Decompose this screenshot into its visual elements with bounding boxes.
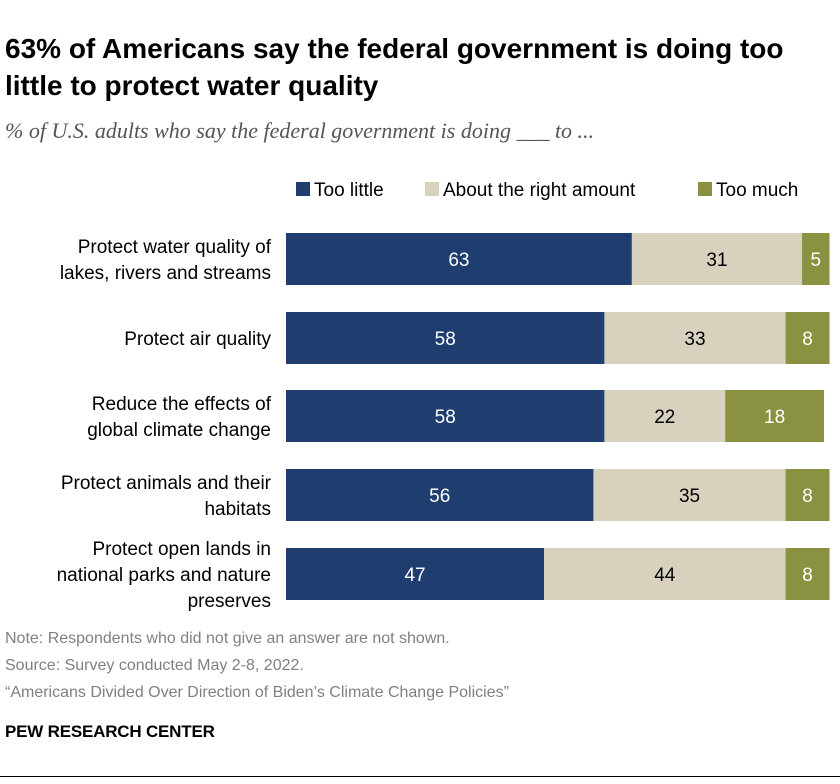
bar-segment	[604, 390, 726, 442]
bar-segment	[286, 390, 605, 442]
category-label: Protect air quality	[124, 329, 271, 350]
bar-segment	[286, 548, 545, 600]
data-label: 18	[764, 407, 785, 428]
data-label: 8	[802, 565, 813, 586]
category-label: Reduce the effects of	[92, 394, 272, 415]
data-label: 31	[706, 250, 727, 271]
legend-label: Too much	[716, 180, 798, 201]
bar-segment	[785, 312, 830, 364]
note-text: Note: Respondents who did not give an an…	[5, 630, 450, 647]
legend-label: Too little	[314, 180, 384, 201]
legend-swatch	[296, 182, 310, 196]
bar-segment	[631, 233, 803, 285]
category-label: national parks and nature	[57, 565, 271, 586]
stacked-bar-chart: Too little About the right amount Too much…	[57, 180, 830, 612]
bar-segment	[593, 469, 786, 521]
legend-swatch	[698, 182, 712, 196]
category-label: preserves	[188, 591, 271, 612]
data-label: 44	[654, 565, 676, 586]
pew-logo-text: PEW RESEARCH CENTER	[5, 722, 215, 741]
data-label: 5	[810, 250, 821, 271]
source-text: Source: Survey conducted May 2-8, 2022.	[5, 657, 304, 674]
data-label: 56	[429, 486, 450, 507]
data-label: 22	[654, 407, 675, 428]
data-label: 63	[448, 250, 469, 271]
data-label: 8	[802, 329, 813, 350]
category-label: Protect water quality of	[78, 237, 272, 258]
chart-subtitle: % of U.S. adults who say the federal gov…	[5, 118, 595, 143]
data-label: 47	[404, 565, 425, 586]
data-label: 33	[684, 329, 705, 350]
data-label: 8	[802, 486, 813, 507]
legend-swatch	[425, 182, 439, 196]
chart-title: 63% of Americans say the federal governm…	[5, 33, 784, 101]
data-label: 58	[435, 407, 456, 428]
bar-segment	[725, 390, 825, 442]
bar-segment	[544, 548, 786, 600]
bar-segment	[286, 469, 594, 521]
category-label: Protect animals and their	[61, 473, 272, 494]
bar-segment	[604, 312, 786, 364]
bar-segment	[785, 548, 830, 600]
legend-label: About the right amount	[443, 180, 636, 201]
bar-segment	[802, 233, 830, 285]
bar-segment	[785, 469, 830, 521]
category-label: habitats	[204, 499, 271, 520]
data-label: 35	[679, 486, 700, 507]
report-title: “Americans Divided Over Direction of Bid…	[5, 684, 509, 701]
bar-segment	[286, 312, 605, 364]
bottom-rule	[0, 776, 840, 777]
data-label: 58	[435, 329, 456, 350]
category-label: Protect open lands in	[92, 539, 271, 560]
bar-segment	[286, 233, 632, 285]
category-label: lakes, rivers and streams	[60, 263, 271, 284]
category-label: global climate change	[87, 420, 271, 441]
